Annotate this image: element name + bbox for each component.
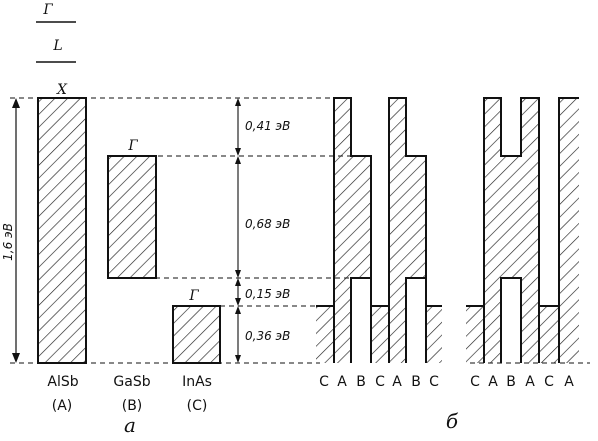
sl1-top-profile (316, 97, 442, 307)
label-inas-tag: (C) (187, 398, 208, 414)
sl1-layer-b1 (351, 156, 371, 278)
superlattice-1 (316, 97, 442, 363)
total-gap-arrowhead-up (12, 98, 20, 108)
offset-068: 0,68 эВ (245, 217, 290, 231)
total-gap-arrowhead-down (12, 353, 20, 363)
legend-gamma: Г (42, 2, 53, 18)
sl2-labels: C A B A C A (470, 374, 574, 390)
sl1-label-1: C (319, 374, 329, 390)
panel-b-label: б (446, 409, 459, 433)
alsb-block (37, 97, 87, 364)
inas-block (172, 305, 221, 364)
offset-015: 0,15 эВ (245, 287, 290, 301)
superlattice-2 (466, 97, 579, 363)
sl1-label-7: C (429, 374, 439, 390)
label-alsb: AlSb (47, 374, 78, 390)
gasb-block (107, 155, 157, 279)
sl1-label-5: A (392, 374, 402, 390)
inas-band-label: Г (188, 288, 199, 304)
sl1-layer-a2 (389, 98, 406, 363)
sl1-label-3: B (356, 374, 366, 390)
sl2-layer-a2 (521, 98, 539, 363)
sl1-layer-c-tail (426, 306, 442, 363)
offset-arrowheads (235, 98, 241, 363)
sl2-label-6: A (564, 374, 574, 390)
legend-l: L (52, 38, 62, 54)
sl2-layer-c-edge (466, 306, 484, 363)
sl1-label-6: B (411, 374, 421, 390)
sl2-layer-c1 (539, 306, 559, 363)
sl2-inner-lines (483, 98, 560, 363)
label-gasb-tag: (B) (122, 398, 143, 414)
sl1-layer-a1 (334, 98, 351, 363)
sl1-label-4: C (375, 374, 385, 390)
total-gap-label: 1,6 эВ (1, 223, 15, 261)
sl2-label-5: C (544, 374, 554, 390)
sl1-layer-c-edge (316, 306, 334, 363)
offset-041: 0,41 эВ (245, 119, 290, 133)
sl2-label-2: A (488, 374, 498, 390)
gasb-band-label: Г (127, 138, 138, 154)
sl1-inner-lines (333, 98, 427, 363)
sl2-layer-a1 (484, 98, 501, 363)
sl1-labels: C A B C A B C (319, 374, 439, 390)
sl1-layer-b2 (406, 156, 426, 278)
sl2-label-3: B (506, 374, 516, 390)
offset-036: 0,36 эВ (245, 329, 290, 343)
sl1-layer-c1 (371, 306, 389, 363)
sl2-label-4: A (525, 374, 535, 390)
sl2-label-1: C (470, 374, 480, 390)
sl1-label-2: A (337, 374, 347, 390)
label-alsb-tag: (A) (52, 398, 73, 414)
label-inas: InAs (182, 374, 212, 390)
sl2-layer-b1 (501, 156, 521, 278)
label-gasb: GaSb (113, 374, 150, 390)
sl2-layer-a3 (559, 98, 579, 363)
panel-a-label: a (124, 413, 136, 437)
legend-x: X (56, 82, 68, 98)
